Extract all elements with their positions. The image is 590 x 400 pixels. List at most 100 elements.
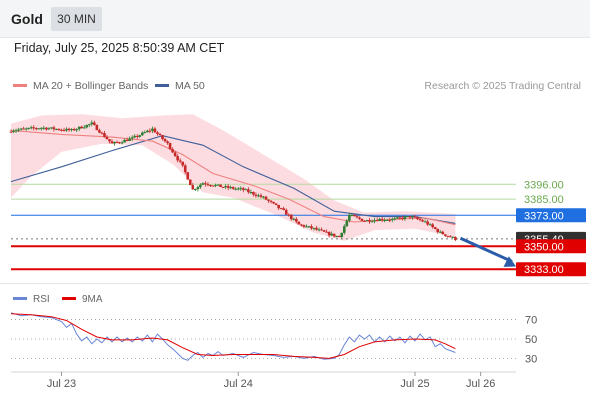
candle-body [168,143,172,150]
top-bar: Gold 30 MIN [0,0,590,38]
candle-body [32,127,36,129]
candle-body [82,127,86,129]
candle-body [244,189,248,191]
candle-body [141,132,144,136]
candle-body [385,219,389,221]
candle-body [231,187,235,189]
copyright-text: Research © 2025 Trading Central [424,80,581,92]
candle-body [396,217,399,219]
x-axis: Jul 23 Jul 24 Jul 25 Jul 26 [11,371,516,390]
candle-body [115,141,119,143]
candle-body [176,156,179,161]
candle-body [307,226,311,228]
candle-body [449,236,452,238]
candle-body [408,216,412,218]
timestamp: Friday, July 25, 2025 8:50:39 AM CET [14,41,225,55]
candle-body [295,218,298,222]
candle-body [325,231,328,233]
level-tag-label-3333.00: 3333.00 [524,264,564,276]
candle-body [431,224,434,228]
forecast-arrow-shaft [459,236,513,263]
candle-body [426,221,429,225]
candle-body [17,129,20,131]
candle-body [330,233,333,236]
candle-body [105,137,109,140]
timeframe-button[interactable]: 30 MIN [51,7,102,31]
candle-body [108,139,111,142]
candle-body [72,129,76,131]
price-levels [11,183,516,271]
candle-body [171,149,174,153]
candle-body [211,185,215,187]
candle-body [45,127,48,130]
candle-body [388,219,392,221]
candle-body [433,227,437,230]
candle-body [110,141,114,144]
candle-body [264,196,268,200]
candle-body [438,231,442,233]
ma50-line [10,135,456,224]
candle-body [194,189,197,191]
candle-body [183,165,187,173]
candle-body [413,216,417,218]
candle-body [55,128,58,130]
candle-body [262,196,265,198]
candle-body [320,229,323,231]
rsi-tick-70: 70 [525,315,537,327]
candle-body [423,221,427,223]
ma50-swatch [155,83,169,87]
candle-body [24,128,28,130]
bollinger-band-fill [11,114,456,241]
candle-body [173,152,177,157]
candle-body [219,184,222,188]
candle-body [181,161,184,166]
candle-body [130,137,134,139]
level-tag-label-3350.00: 3350.00 [524,241,564,253]
candle-body [113,141,116,144]
candle-body [37,128,41,130]
candle-body [305,226,308,228]
candle-body [70,129,73,131]
candle-body [277,204,280,209]
candle-body [135,135,139,137]
candle-body [90,122,94,125]
forecast-arrow-head [503,256,516,267]
legend-ma50: MA 50 [155,80,205,92]
level-tag-label-3373.00: 3373.00 [524,210,564,222]
candle-body [57,128,61,130]
candle-body [327,231,331,236]
candle-body [322,230,326,232]
candle-body [360,218,364,221]
rsi-label: RSI [33,294,50,305]
candle-body [269,200,273,202]
candle-body [441,231,445,235]
candle-body [317,229,321,231]
candle-body [196,187,200,190]
candle-body [191,185,195,190]
candle-body [247,189,250,193]
rsi-tick-50: 50 [525,334,537,346]
candle-body [279,208,283,210]
candle-body [123,139,126,143]
candle-body [34,128,38,130]
candle-body [340,232,344,237]
rsi-swatch [13,296,27,300]
candle-body [353,214,356,217]
candle-body [416,217,419,220]
candle-body [229,187,232,189]
candle-body [350,214,354,216]
candle-body [310,226,313,229]
candle-body [133,135,137,138]
level-tags: 3396.003385.003373.003355.493350.003333.… [516,179,586,277]
candle-body [252,192,255,195]
candle-body [259,195,263,197]
candle-body [383,220,386,222]
candle-body [242,188,245,190]
candle-body [421,220,424,222]
candle-body [368,220,371,222]
candle-body [234,188,238,190]
candle-body [292,218,296,220]
candle-body [418,219,422,221]
rsi-ma-line [10,313,456,359]
candle-body [274,203,278,205]
